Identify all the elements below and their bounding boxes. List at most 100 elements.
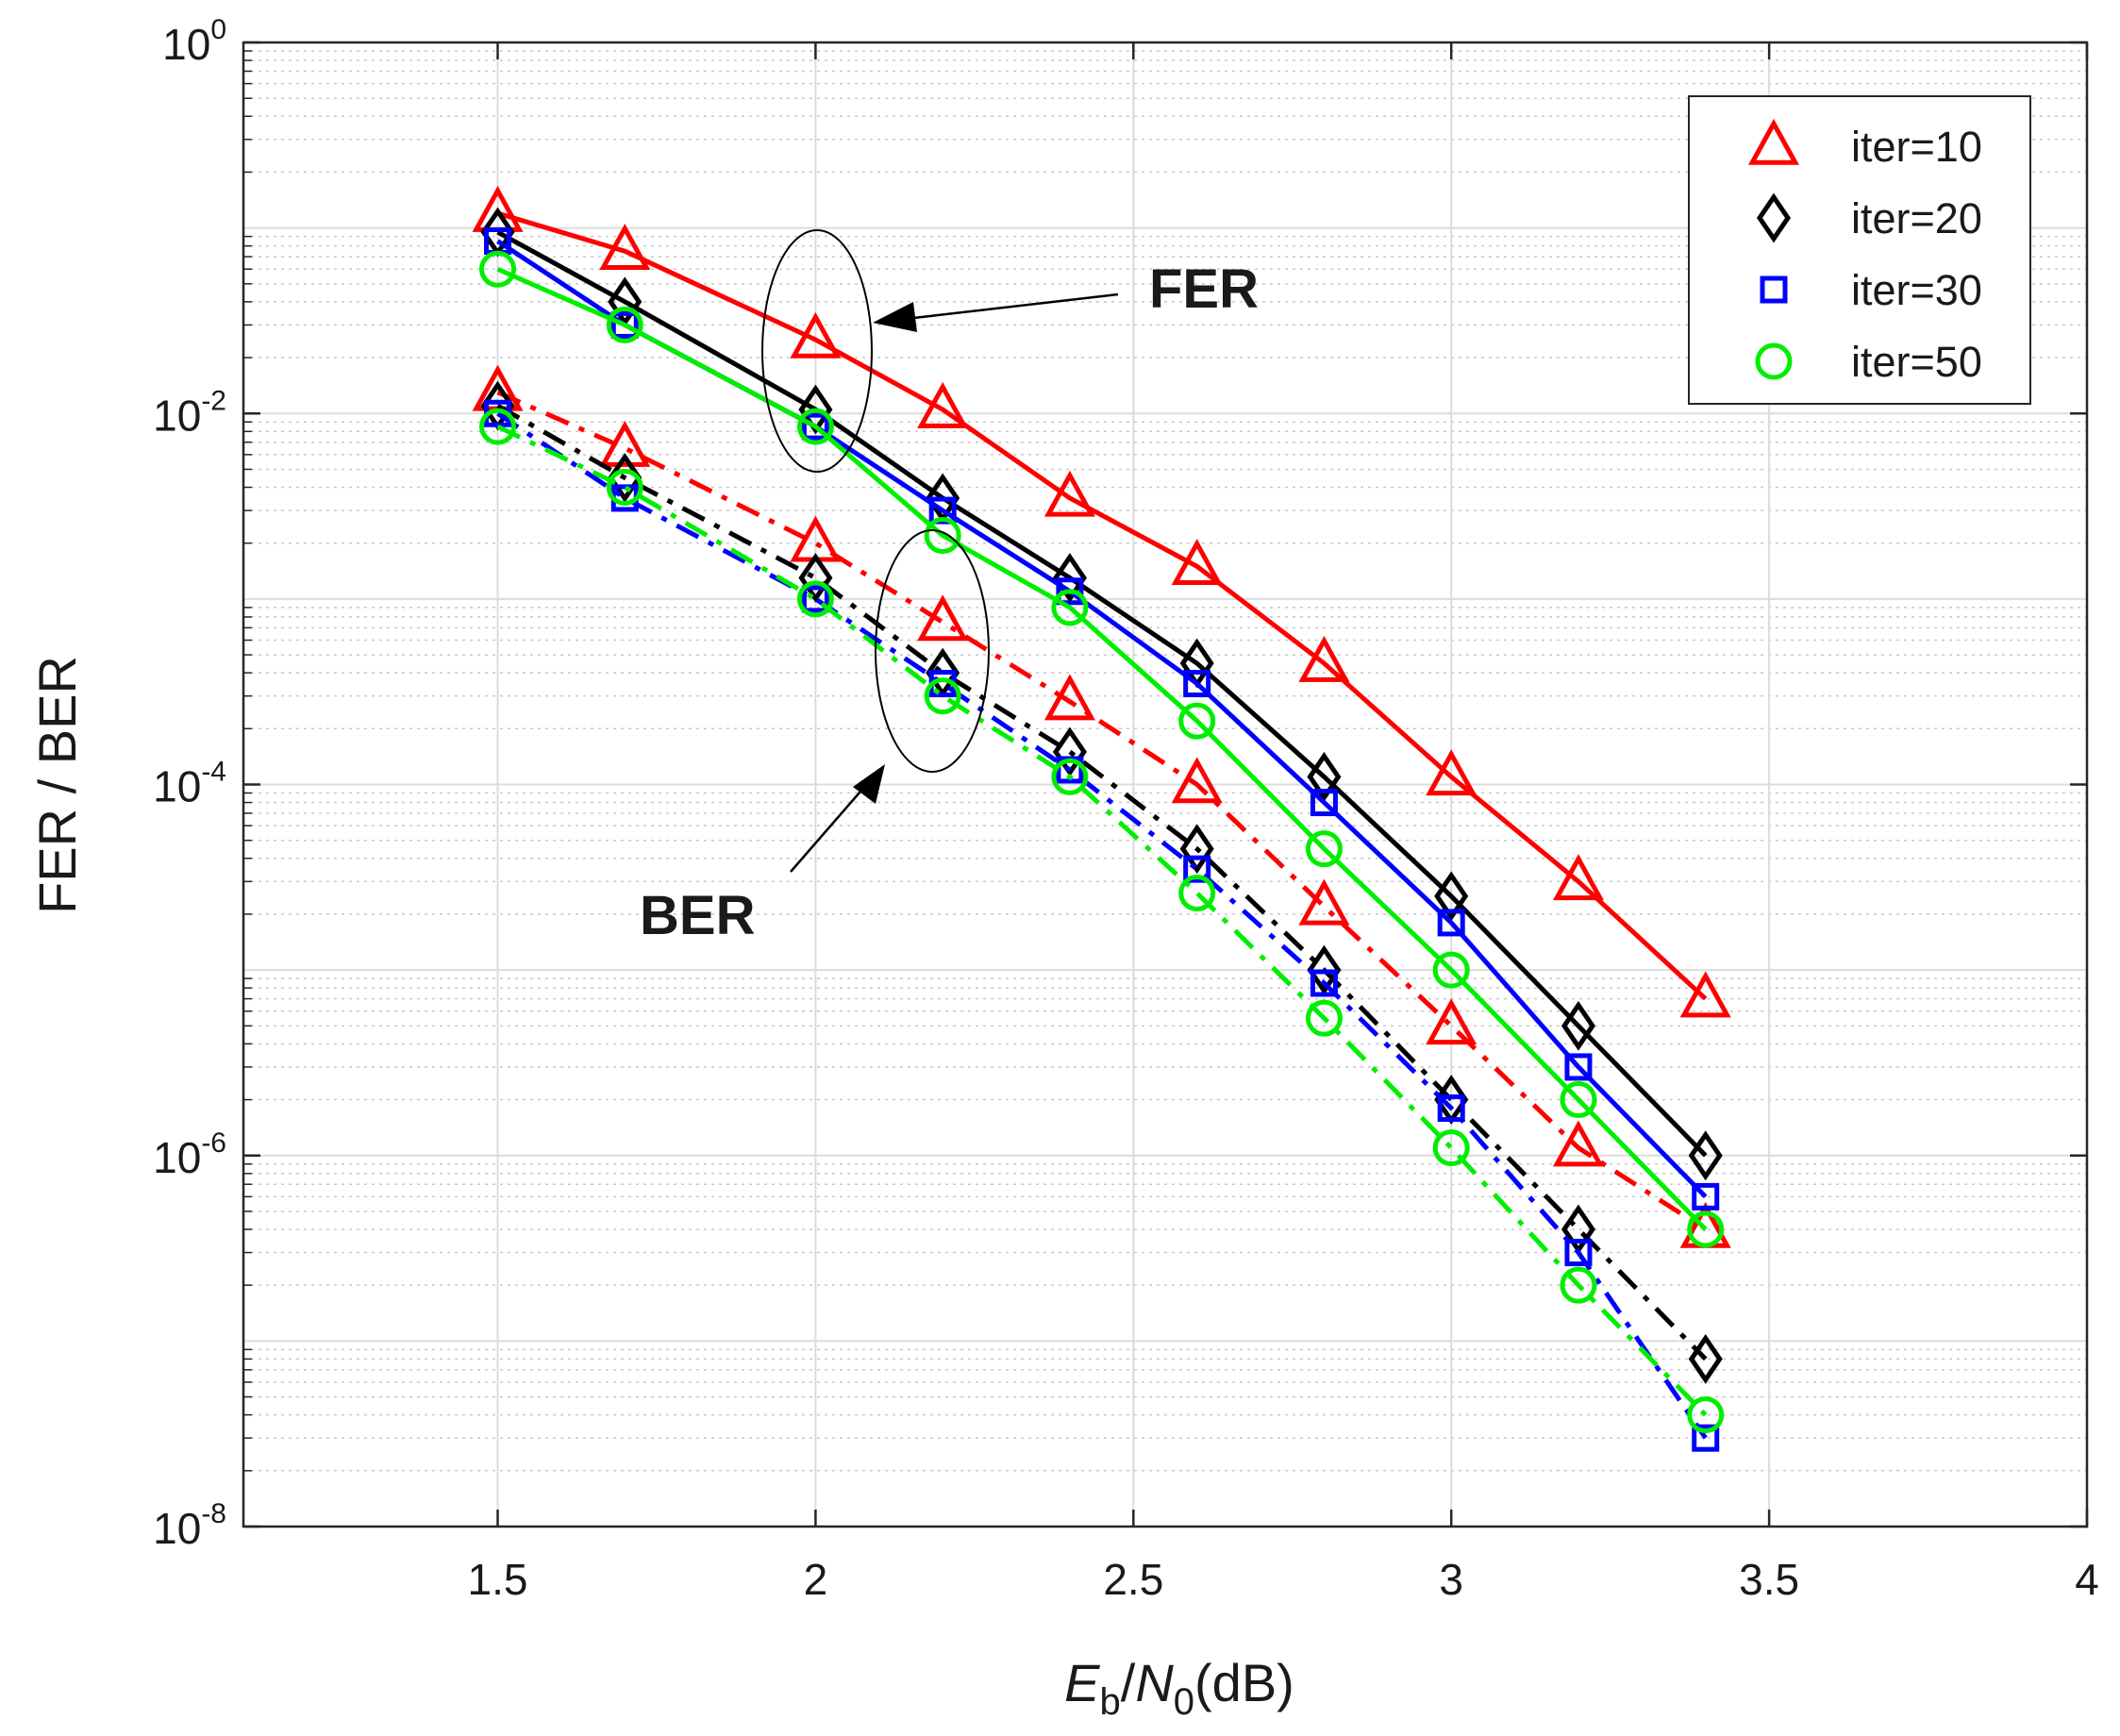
legend-label-iter-30: iter=30 (1851, 266, 1982, 314)
ber-label: BER (640, 885, 755, 946)
fer-arrow-line (905, 292, 1119, 321)
line-ber-iter-50 (496, 424, 1708, 1417)
ber-ellipse (875, 529, 990, 773)
point-fer-iter-30 (801, 412, 829, 441)
point-ber-iter-10 (1171, 757, 1223, 804)
point-fer-iter-10 (917, 381, 969, 428)
legend-label-iter-10: iter=10 (1851, 123, 1982, 171)
point-fer-iter-20 (798, 384, 833, 435)
point-fer-iter-50 (796, 408, 834, 445)
point-fer-iter-50 (606, 306, 643, 343)
series-fer-iter-10 (472, 185, 1731, 1018)
point-ber-iter-50 (1305, 999, 1343, 1037)
point-fer-iter-30 (1056, 577, 1084, 606)
x-tick-label: 3 (1439, 1555, 1463, 1604)
x-tick-label: 2.5 (1103, 1555, 1163, 1604)
series-ber-iter-50 (479, 408, 1725, 1434)
point-fer-iter-30 (1564, 1053, 1593, 1081)
point-ber-iter-10 (599, 420, 651, 467)
x-tick-label: 1.5 (468, 1555, 528, 1604)
point-fer-iter-30 (1692, 1182, 1720, 1210)
x-tick-label: 4 (2075, 1555, 2099, 1604)
point-ber-iter-20 (1307, 944, 1342, 995)
legend-marker-iter-10 (1747, 118, 1800, 165)
series-group (472, 185, 1731, 1452)
point-fer-iter-10 (1171, 539, 1223, 586)
fer-ellipse (761, 229, 873, 473)
fer-annotation: FER (761, 229, 1259, 473)
line-ber-iter-10 (496, 390, 1708, 1232)
line-fer-iter-10 (496, 210, 1708, 1001)
point-fer-iter-10 (599, 224, 651, 270)
point-ber-iter-20 (1688, 1333, 1723, 1384)
point-fer-iter-10 (1552, 854, 1605, 901)
point-fer-iter-30 (1183, 670, 1211, 698)
line-ber-iter-30 (496, 411, 1708, 1440)
legend-marker-iter-30 (1760, 275, 1788, 304)
point-ber-iter-10 (1298, 878, 1350, 926)
point-ber-iter-10 (1043, 674, 1095, 721)
point-fer-iter-50 (1178, 702, 1216, 740)
point-ber-iter-20 (608, 452, 643, 503)
point-ber-iter-20 (798, 553, 833, 603)
point-fer-iter-50 (1687, 1210, 1725, 1248)
series-fer-iter-50 (479, 250, 1725, 1248)
point-ber-iter-50 (1432, 1129, 1470, 1167)
point-fer-iter-10 (1679, 971, 1731, 1018)
ber-arrow-head (853, 764, 885, 804)
legend: iter=10 iter=20 iter=30 iter=50 (1688, 95, 2031, 405)
x-axis-label: Eb/N0(dB) (1064, 1653, 1294, 1723)
point-fer-iter-20 (1052, 553, 1087, 603)
point-ber-iter-50 (479, 408, 517, 445)
legend-box (1688, 95, 2031, 405)
series-ber-iter-20 (480, 380, 1723, 1384)
point-fer-iter-30 (610, 310, 639, 339)
point-fer-iter-50 (479, 250, 517, 288)
grid (243, 42, 2088, 1527)
point-fer-iter-30 (1437, 909, 1465, 937)
point-fer-iter-20 (1688, 1130, 1723, 1181)
point-ber-iter-20 (1052, 726, 1087, 777)
y-tick-label: 10-2 (153, 385, 226, 440)
point-ber-iter-10 (1552, 1120, 1605, 1167)
y-tick-label: 10-6 (153, 1127, 226, 1182)
point-fer-iter-20 (1434, 871, 1469, 922)
x-tick-label: 3.5 (1739, 1555, 1799, 1604)
x-tick-label: 2 (804, 1555, 828, 1604)
point-fer-iter-20 (1561, 1000, 1595, 1051)
fer-label: FER (1149, 259, 1259, 320)
point-fer-iter-10 (1298, 635, 1350, 682)
legend-marker-iter-50 (1755, 342, 1793, 380)
point-fer-iter-50 (1305, 830, 1343, 868)
point-ber-iter-30 (1183, 855, 1211, 883)
point-fer-iter-10 (1043, 470, 1095, 517)
ber-arrow-line (790, 784, 867, 873)
point-fer-iter-30 (928, 496, 957, 525)
y-tick-label: 10-4 (153, 757, 226, 811)
ber-annotation: BER (640, 529, 990, 946)
point-ber-iter-30 (1692, 1424, 1720, 1452)
legend-label-iter-20: iter=20 (1851, 194, 1982, 242)
point-fer-iter-30 (1310, 789, 1338, 817)
point-ber-iter-50 (924, 677, 961, 715)
y-axis-label: FER / BER (27, 656, 87, 914)
point-fer-iter-50 (1432, 951, 1470, 989)
legend-marker-iter-20 (1756, 192, 1792, 243)
point-fer-iter-50 (1051, 589, 1089, 626)
point-ber-iter-50 (796, 580, 834, 618)
point-fer-iter-20 (1307, 751, 1342, 802)
legend-label-iter-50: iter=50 (1851, 338, 1982, 386)
point-fer-iter-10 (1426, 749, 1477, 796)
point-fer-iter-50 (1560, 1081, 1597, 1119)
line-fer-iter-50 (496, 266, 1708, 1231)
point-ber-iter-10 (1426, 998, 1477, 1045)
point-ber-iter-50 (1051, 758, 1089, 795)
line-fer-iter-20 (496, 229, 1708, 1158)
point-ber-iter-10 (917, 594, 969, 642)
fer-arrow-head (873, 302, 917, 332)
point-ber-iter-30 (1437, 1094, 1465, 1123)
line-ber-iter-20 (496, 403, 1708, 1361)
point-ber-iter-50 (1178, 875, 1216, 912)
y-tick-label: 100 (162, 14, 226, 69)
